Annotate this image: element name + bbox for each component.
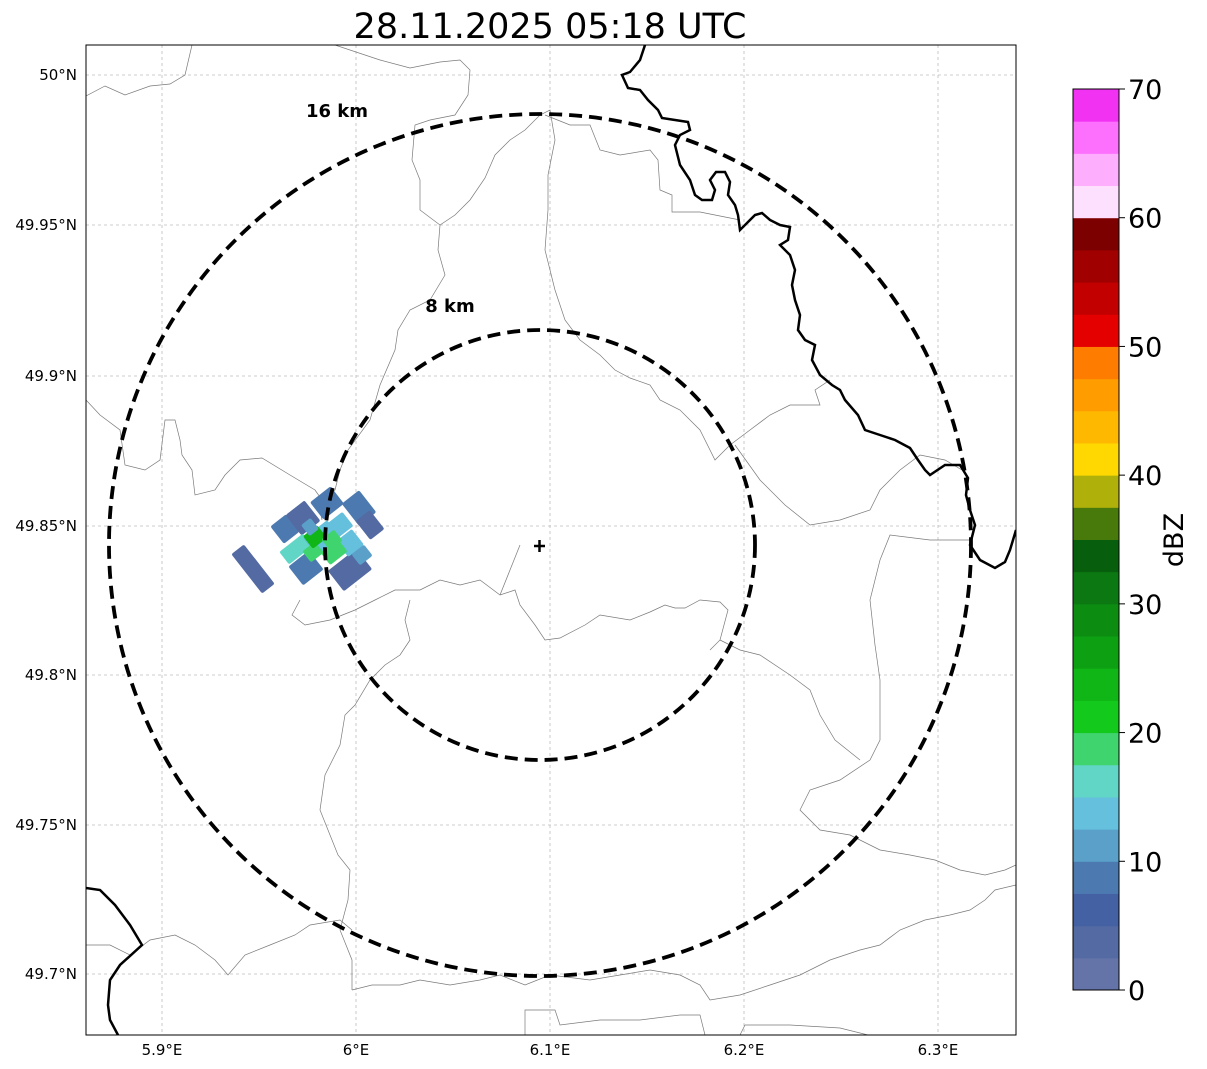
y-tick-labels: 50°N 49.95°N 49.9°N 49.85°N 49.8°N 49.75…: [15, 66, 77, 983]
x-tick-label: 6.2°E: [724, 1041, 765, 1059]
boundary-line: [86, 399, 323, 501]
x-tick-label: 6.3°E: [918, 1041, 959, 1059]
colorbar-segment: [1073, 539, 1119, 573]
colorbar-segment: [1073, 957, 1119, 991]
colorbar-segment: [1073, 185, 1119, 219]
boundary-line: [859, 839, 1016, 876]
colorbar-tick-label: 30: [1128, 590, 1162, 621]
colorbar-tick-label: 70: [1128, 75, 1162, 106]
colorbar-segment: [1073, 153, 1119, 187]
colorbar-segment: [1073, 668, 1119, 701]
colorbar-segment: [1073, 282, 1119, 315]
colorbar-segment: [1073, 346, 1119, 380]
map-title: 28.11.2025 05:18 UTC: [354, 7, 747, 47]
y-tick-label: 49.75°N: [15, 816, 77, 834]
range-ring-label-16km: 16 km: [306, 101, 368, 122]
colorbar-segment: [1073, 121, 1119, 154]
y-tick-label: 50°N: [39, 66, 77, 84]
colorbar-segment: [1073, 796, 1119, 830]
map-frame: [85, 44, 1017, 1036]
colorbar-ticks: 0 10 20 30 40 50 60 70: [1119, 75, 1162, 1007]
colorbar-tick-label: 0: [1128, 976, 1145, 1007]
country-border-line: [620, 45, 1016, 570]
y-tick-label: 49.95°N: [15, 216, 77, 234]
y-tick-label: 49.85°N: [15, 517, 77, 535]
boundary-line: [351, 884, 1016, 1001]
colorbar-segment: [1073, 442, 1119, 476]
radar-echo-bin: [280, 534, 312, 564]
colorbar-segment: [1073, 89, 1119, 122]
boundary-line: [734, 444, 963, 526]
y-tick-label: 49.9°N: [25, 367, 77, 385]
colorbar-tick-label: 40: [1128, 461, 1162, 492]
colorbar-tick-label: 10: [1128, 847, 1162, 878]
radar-echo-bin: [321, 539, 347, 565]
country-borders: [86, 45, 1016, 1035]
boundary-line: [869, 534, 970, 646]
colorbar-tick-label: 20: [1128, 719, 1162, 750]
radar-echo-bin: [303, 542, 323, 562]
radar-echo-bin: [301, 518, 319, 536]
colorbar-segment: [1073, 217, 1119, 251]
plus-icon: [534, 540, 545, 552]
range-ring-8km: [323, 328, 757, 762]
map-plot-area[interactable]: [86, 45, 1016, 1035]
boundary-line: [86, 45, 193, 97]
colorbar-segment: [1073, 603, 1119, 637]
colorbar: [1073, 89, 1119, 991]
boundary-line: [524, 1009, 706, 1035]
colorbar-tick-label: 60: [1128, 204, 1162, 235]
colorbar-segment: [1073, 507, 1119, 540]
radar-echoes: [232, 487, 384, 593]
colorbar-segment: [1073, 925, 1119, 959]
colorbar-label: dBZ: [1159, 513, 1190, 567]
range-ring-16km: [107, 112, 973, 978]
radar-echo-bin: [232, 545, 274, 593]
y-tick-label: 49.8°N: [25, 666, 77, 684]
admin-boundaries: [86, 45, 1016, 1035]
radar-echo-bin: [352, 545, 372, 565]
colorbar-segment: [1073, 571, 1119, 605]
colorbar-segment: [1073, 249, 1119, 283]
boundary-line: [499, 544, 521, 596]
colorbar-segment: [1073, 700, 1119, 734]
radar-echo-bin: [310, 487, 344, 519]
colorbar-tick-label: 50: [1128, 332, 1162, 363]
x-tick-label: 6.1°E: [530, 1041, 571, 1059]
boundary-line: [799, 644, 881, 841]
colorbar-segment: [1073, 410, 1119, 444]
x-tick-labels: 5.9°E 6°E 6.1°E 6.2°E 6.3°E: [142, 1041, 959, 1059]
x-tick-label: 5.9°E: [142, 1041, 183, 1059]
colorbar-frame: [1072, 88, 1120, 991]
colorbar-segment: [1073, 475, 1119, 508]
y-tick-label: 49.7°N: [25, 965, 77, 983]
colorbar-segment: [1073, 893, 1119, 927]
colorbar-segment: [1073, 764, 1119, 798]
colorbar-segment: [1073, 829, 1119, 862]
boundary-line: [739, 1024, 869, 1035]
x-tick-label: 6°E: [343, 1041, 370, 1059]
colorbar-segment: [1073, 861, 1119, 894]
boundary-line: [291, 579, 729, 651]
boundary-line: [719, 639, 861, 761]
colorbar-segment: [1073, 378, 1119, 412]
boundary-line: [544, 114, 741, 221]
range-ring-label-8km: 8 km: [425, 296, 475, 317]
country-border-line: [86, 886, 144, 1035]
colorbar-segment: [1073, 636, 1119, 669]
boundary-line: [439, 109, 831, 461]
radar-echo-bin: [356, 510, 384, 540]
colorbar-segment: [1073, 314, 1119, 347]
boundary-line: [319, 599, 411, 990]
map-content: [86, 45, 1016, 1035]
colorbar-segment: [1073, 732, 1119, 766]
